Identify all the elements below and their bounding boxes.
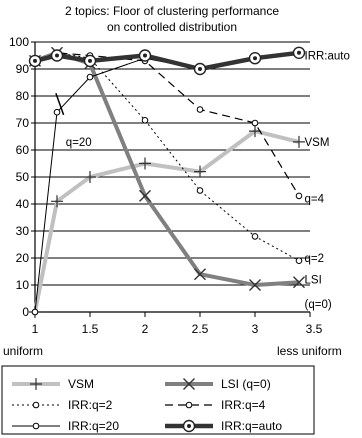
legend-marker-center — [187, 424, 191, 428]
data-point-center — [297, 50, 301, 55]
legend-marker — [32, 401, 40, 409]
chart-title-line-2: on controlled distribution — [107, 20, 237, 34]
data-point — [293, 135, 305, 148]
series-group — [28, 46, 306, 318]
data-point-center — [143, 53, 147, 58]
data-point — [249, 125, 261, 138]
y-tick-label: 70 — [16, 116, 30, 130]
data-point — [196, 187, 204, 194]
grid-lines — [35, 41, 310, 286]
data-point — [51, 195, 63, 208]
annotation-label: q=20 — [66, 137, 92, 149]
data-point — [86, 73, 94, 81]
annotation-label: q=2 — [305, 253, 325, 265]
y-tick-label: 40 — [16, 197, 30, 211]
chart-title-line-1: 2 topics: Floor of clustering performanc… — [65, 4, 279, 18]
series-line-1 — [34, 50, 300, 287]
x-end-label-left: uniform — [3, 344, 43, 358]
q20-leader-line — [55, 93, 65, 116]
legend-label: IRR:q=2 — [68, 398, 113, 412]
y-tick-label: 10 — [16, 278, 30, 292]
legend-entry-3: IRR:q=4 — [165, 398, 266, 412]
data-point — [295, 257, 303, 265]
x-tick-label: 2 — [142, 322, 149, 336]
data-point — [251, 233, 259, 240]
legend-entry-0: VSM — [12, 377, 94, 391]
x-tick-label: 1.5 — [82, 322, 99, 336]
series-4 — [31, 49, 303, 316]
y-tick-label: 20 — [16, 251, 30, 265]
y-tick-label: 80 — [16, 89, 30, 103]
legend-label: LSI (q=0) — [221, 377, 271, 391]
data-point — [31, 308, 39, 316]
series-3 — [31, 49, 303, 200]
annotation-label: q=4 — [305, 194, 325, 206]
annotation-label: (q=0) — [305, 299, 332, 311]
data-point — [295, 192, 303, 200]
x-tick-label: 3 — [252, 322, 259, 336]
y-tick-label: 90 — [16, 62, 30, 76]
data-point-center — [198, 67, 202, 71]
data-point — [293, 276, 305, 289]
annotation-label: LSI — [305, 275, 322, 287]
axes — [34, 42, 310, 313]
data-point — [251, 119, 259, 127]
legend-label: IRR:q=4 — [221, 398, 266, 412]
x-tick-label: 1 — [32, 322, 39, 336]
annotations: IRR:auto VSM q=4 q=2 LSI (q=0) q=20 — [55, 51, 350, 311]
legend-entry-5: IRR:q=auto — [165, 419, 282, 433]
legend-marker — [185, 401, 193, 409]
y-tick-label: 0 — [22, 305, 29, 319]
data-point — [194, 268, 206, 281]
legend-entry-1: LSI (q=0) — [165, 377, 271, 391]
data-point — [84, 171, 96, 183]
legend-box — [1, 365, 315, 435]
series-line-3 — [34, 52, 300, 197]
x-tick-label: 2.5 — [192, 322, 209, 336]
legend-marker — [183, 378, 195, 390]
annotation-label: VSM — [305, 137, 330, 149]
data-point-center — [55, 53, 59, 58]
data-point-center — [253, 56, 257, 61]
data-point — [53, 108, 61, 116]
annotation-label: IRR:auto — [305, 51, 350, 63]
legend-label: VSM — [68, 377, 94, 391]
legend-marker — [30, 378, 42, 390]
data-point — [139, 189, 151, 202]
legend-marker — [32, 422, 40, 430]
series-1 — [29, 46, 305, 291]
series-0 — [29, 125, 305, 318]
data-point-center — [88, 58, 92, 63]
data-point — [196, 106, 204, 113]
data-point — [141, 117, 149, 124]
y-tick-label: 30 — [16, 224, 30, 238]
data-point — [249, 279, 261, 291]
series-line-4 — [34, 52, 300, 313]
legend-entry-2: IRR:q=2 — [12, 398, 113, 412]
data-point-center — [33, 58, 37, 63]
y-tick-label: 100 — [9, 35, 29, 49]
y-tick-label: 60 — [16, 143, 30, 157]
x-tick-label: 3.5 — [306, 322, 323, 336]
legend-label: IRR:q=20 — [68, 419, 119, 433]
y-axis-ticks: 0 10 20 30 40 50 60 70 80 90 100 — [9, 35, 35, 319]
x-axis-ticks: 1 1.5 2 2.5 3 3.5 — [32, 312, 323, 336]
x-end-label-right: less uniform — [277, 344, 342, 358]
data-point — [194, 165, 206, 178]
series-5 — [28, 46, 306, 76]
data-point — [139, 157, 151, 170]
y-tick-label: 50 — [16, 170, 30, 184]
legend-label: IRR:q=auto — [221, 419, 282, 433]
legend-entry-4: IRR:q=20 — [12, 419, 119, 433]
legend: VSM LSI (q=0) IRR:q=2 IRR:q=4 IRR:q=20 IRR:q=… — [12, 377, 282, 433]
